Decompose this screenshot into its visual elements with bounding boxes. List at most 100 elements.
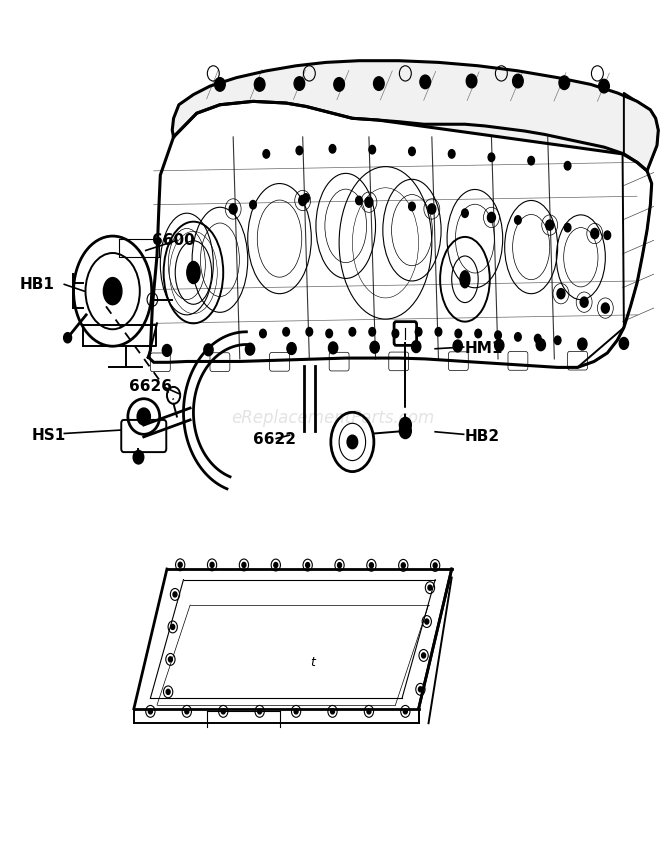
Circle shape	[412, 341, 421, 353]
Circle shape	[259, 329, 266, 337]
Circle shape	[453, 340, 462, 352]
Circle shape	[185, 709, 189, 714]
Circle shape	[435, 327, 442, 336]
Ellipse shape	[460, 271, 470, 288]
Circle shape	[591, 229, 598, 239]
Circle shape	[580, 297, 588, 307]
Circle shape	[455, 329, 462, 337]
Circle shape	[171, 625, 175, 630]
Circle shape	[559, 76, 570, 89]
Polygon shape	[172, 60, 658, 171]
Ellipse shape	[103, 278, 122, 304]
Circle shape	[528, 156, 535, 165]
Circle shape	[173, 592, 177, 597]
Circle shape	[475, 329, 481, 337]
Circle shape	[283, 327, 289, 336]
Circle shape	[299, 196, 307, 206]
Circle shape	[370, 563, 373, 568]
Circle shape	[565, 162, 571, 170]
Circle shape	[515, 216, 521, 224]
Circle shape	[409, 202, 415, 211]
Circle shape	[296, 146, 303, 155]
Circle shape	[369, 327, 376, 336]
Circle shape	[433, 563, 437, 568]
Circle shape	[422, 653, 426, 658]
Circle shape	[425, 619, 429, 624]
Circle shape	[148, 709, 152, 714]
Circle shape	[347, 435, 358, 449]
Text: 6600: 6600	[152, 233, 195, 248]
Circle shape	[178, 562, 182, 567]
Circle shape	[598, 79, 609, 93]
Circle shape	[601, 303, 609, 313]
Circle shape	[488, 153, 495, 162]
Circle shape	[555, 336, 561, 344]
Circle shape	[349, 327, 356, 336]
Circle shape	[401, 563, 405, 568]
Circle shape	[64, 332, 72, 343]
Circle shape	[428, 585, 432, 590]
Circle shape	[404, 709, 408, 714]
Circle shape	[462, 209, 468, 218]
Circle shape	[331, 709, 334, 714]
Circle shape	[162, 344, 172, 356]
Circle shape	[546, 220, 554, 230]
Circle shape	[263, 150, 269, 158]
Circle shape	[392, 329, 399, 337]
Circle shape	[334, 77, 344, 91]
Circle shape	[365, 197, 373, 207]
Circle shape	[513, 74, 523, 88]
Circle shape	[495, 331, 501, 339]
Circle shape	[565, 224, 571, 232]
Circle shape	[418, 687, 422, 692]
Circle shape	[242, 563, 246, 568]
Circle shape	[415, 327, 422, 336]
Text: eReplacementParts.com: eReplacementParts.com	[231, 409, 434, 428]
Circle shape	[294, 709, 298, 714]
Circle shape	[329, 144, 336, 153]
Ellipse shape	[187, 262, 200, 284]
Circle shape	[221, 709, 225, 714]
Circle shape	[400, 423, 412, 439]
Text: t: t	[310, 655, 315, 669]
Circle shape	[367, 709, 371, 714]
Circle shape	[536, 339, 545, 351]
Circle shape	[294, 76, 305, 90]
Circle shape	[168, 657, 172, 662]
Circle shape	[420, 75, 430, 88]
Circle shape	[356, 196, 362, 205]
Circle shape	[329, 342, 338, 354]
Circle shape	[306, 327, 313, 336]
Circle shape	[374, 76, 384, 90]
Circle shape	[515, 332, 521, 341]
Circle shape	[557, 289, 565, 298]
Circle shape	[229, 204, 237, 214]
Circle shape	[204, 344, 213, 356]
Circle shape	[274, 563, 278, 568]
Circle shape	[409, 147, 415, 156]
Text: HM1: HM1	[465, 341, 503, 356]
Circle shape	[448, 150, 455, 158]
Circle shape	[326, 329, 332, 337]
Circle shape	[428, 204, 436, 214]
Circle shape	[215, 77, 225, 91]
Text: HS1: HS1	[31, 428, 65, 443]
Text: 6622: 6622	[253, 432, 296, 447]
Circle shape	[495, 339, 504, 351]
Text: HB1: HB1	[20, 277, 55, 292]
Circle shape	[466, 74, 477, 88]
Circle shape	[257, 709, 261, 714]
Circle shape	[535, 334, 541, 343]
Circle shape	[250, 201, 256, 209]
Circle shape	[287, 343, 296, 354]
Circle shape	[303, 194, 309, 202]
Circle shape	[210, 563, 214, 568]
Circle shape	[338, 563, 342, 568]
Circle shape	[245, 343, 255, 355]
Circle shape	[400, 417, 412, 433]
Circle shape	[133, 450, 144, 464]
Circle shape	[370, 342, 379, 354]
Circle shape	[306, 563, 310, 568]
Circle shape	[487, 212, 495, 223]
Text: HB2: HB2	[465, 428, 500, 444]
